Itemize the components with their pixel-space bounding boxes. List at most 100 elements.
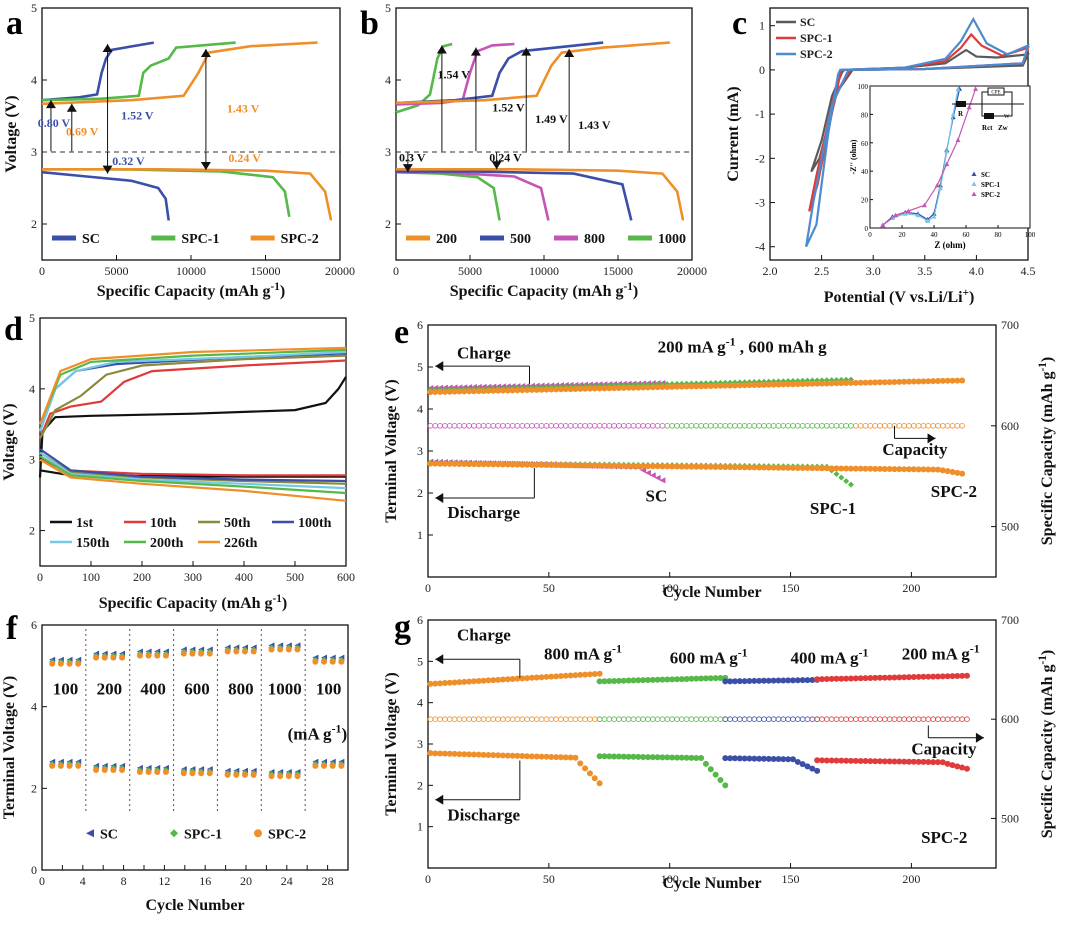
capacity-point bbox=[514, 422, 521, 429]
discharge-point bbox=[233, 771, 240, 778]
charge-point bbox=[683, 675, 690, 682]
capacity-point bbox=[707, 422, 714, 429]
charge-point bbox=[717, 675, 724, 682]
charge-arrow-head bbox=[435, 361, 444, 372]
capacity-point bbox=[567, 716, 574, 722]
charge-point bbox=[553, 386, 560, 393]
x-tick-label: 0 bbox=[39, 874, 45, 888]
arrow-head bbox=[45, 100, 56, 109]
y-tick-label: 6 bbox=[31, 618, 37, 632]
x-tick-label: 0 bbox=[425, 872, 431, 886]
discharge-point bbox=[886, 466, 893, 473]
capacity-point bbox=[529, 716, 535, 722]
capacity-point bbox=[727, 716, 733, 722]
charge-point bbox=[538, 386, 545, 393]
capacity-point bbox=[649, 422, 656, 429]
capacity-point bbox=[785, 422, 791, 429]
discharge-point bbox=[654, 474, 661, 481]
capacity-point bbox=[606, 716, 613, 722]
discharge-point bbox=[959, 470, 966, 477]
charge-point bbox=[659, 676, 666, 683]
discharge-point bbox=[437, 750, 444, 757]
charge-point bbox=[495, 676, 502, 683]
capacity-point bbox=[446, 422, 453, 429]
charge-point bbox=[785, 677, 792, 684]
charge-point bbox=[727, 382, 734, 389]
y-tick-label: 3 bbox=[417, 444, 423, 458]
eis-point bbox=[925, 218, 931, 223]
discharge-point bbox=[794, 758, 801, 765]
discharge-point bbox=[277, 773, 284, 780]
charge-point bbox=[601, 678, 608, 685]
capacity-point bbox=[659, 716, 666, 722]
capacity-arrow-head bbox=[975, 732, 984, 743]
charge-point bbox=[49, 660, 56, 667]
charge-point bbox=[321, 658, 328, 665]
discharge-point bbox=[110, 766, 117, 773]
capacity-point bbox=[533, 422, 540, 429]
discharge-point bbox=[432, 750, 439, 757]
capacity-point bbox=[940, 422, 946, 429]
charge-point bbox=[717, 382, 724, 389]
x-tick-label: 300 bbox=[184, 570, 202, 584]
charge-point bbox=[765, 677, 772, 684]
charge-point bbox=[553, 673, 560, 680]
x-tick-label: 200 bbox=[133, 570, 151, 584]
charge-point bbox=[823, 380, 830, 387]
capacity-point bbox=[775, 422, 782, 429]
y-axis-label: Voltage (V) bbox=[3, 95, 20, 172]
discharge-point bbox=[654, 463, 661, 470]
discharge-point bbox=[480, 751, 487, 758]
legend-label: 800 bbox=[584, 232, 605, 247]
discharge-point bbox=[731, 464, 738, 471]
charge-point bbox=[198, 650, 205, 657]
eis-point bbox=[937, 185, 943, 191]
discharge-point bbox=[881, 465, 888, 472]
charge-point bbox=[630, 384, 637, 391]
charge-point bbox=[654, 384, 661, 391]
charge-point bbox=[485, 387, 492, 394]
discharge-point bbox=[630, 753, 637, 760]
charge-point bbox=[915, 378, 922, 385]
capacity-point bbox=[906, 716, 912, 722]
charge-point bbox=[509, 675, 516, 682]
discharge-point bbox=[852, 465, 859, 472]
capacity-point bbox=[925, 716, 932, 722]
discharge-point bbox=[688, 754, 695, 761]
charge-point bbox=[756, 677, 763, 684]
discharge-point bbox=[582, 765, 589, 772]
discharge-point bbox=[562, 754, 569, 761]
capacity-point bbox=[678, 422, 685, 429]
eis-point bbox=[915, 212, 921, 218]
annotation-label: 1.52 V bbox=[492, 101, 525, 115]
capacity-point bbox=[770, 716, 777, 722]
inset-y-tick-label: 0 bbox=[865, 225, 869, 233]
arrow-head bbox=[521, 47, 532, 56]
discharge-point bbox=[949, 469, 956, 475]
discharge-point bbox=[451, 750, 458, 757]
charge-point bbox=[441, 680, 448, 687]
charge-point bbox=[673, 676, 680, 683]
rate-label: 200 bbox=[97, 679, 123, 698]
capacity-point bbox=[935, 422, 941, 429]
discharge-point bbox=[514, 461, 521, 468]
discharge-point bbox=[770, 755, 777, 762]
capacity-point bbox=[461, 422, 468, 429]
charge-point bbox=[567, 386, 574, 393]
capacity-point bbox=[524, 422, 530, 429]
capacity-point bbox=[548, 716, 555, 722]
capacity-point bbox=[756, 716, 762, 722]
capacity-point bbox=[717, 716, 724, 722]
charge-point bbox=[233, 648, 240, 655]
legend-label: SPC-1 bbox=[800, 31, 833, 45]
discharge-point bbox=[910, 758, 917, 765]
charge-point bbox=[528, 386, 535, 393]
discharge-point bbox=[644, 463, 651, 470]
cpe-box bbox=[987, 87, 1005, 96]
charge-point bbox=[930, 673, 937, 680]
x-tick-label: 150 bbox=[782, 872, 800, 886]
discharge-point bbox=[514, 752, 521, 759]
capacity-point bbox=[635, 422, 642, 429]
charge-point bbox=[891, 378, 898, 385]
